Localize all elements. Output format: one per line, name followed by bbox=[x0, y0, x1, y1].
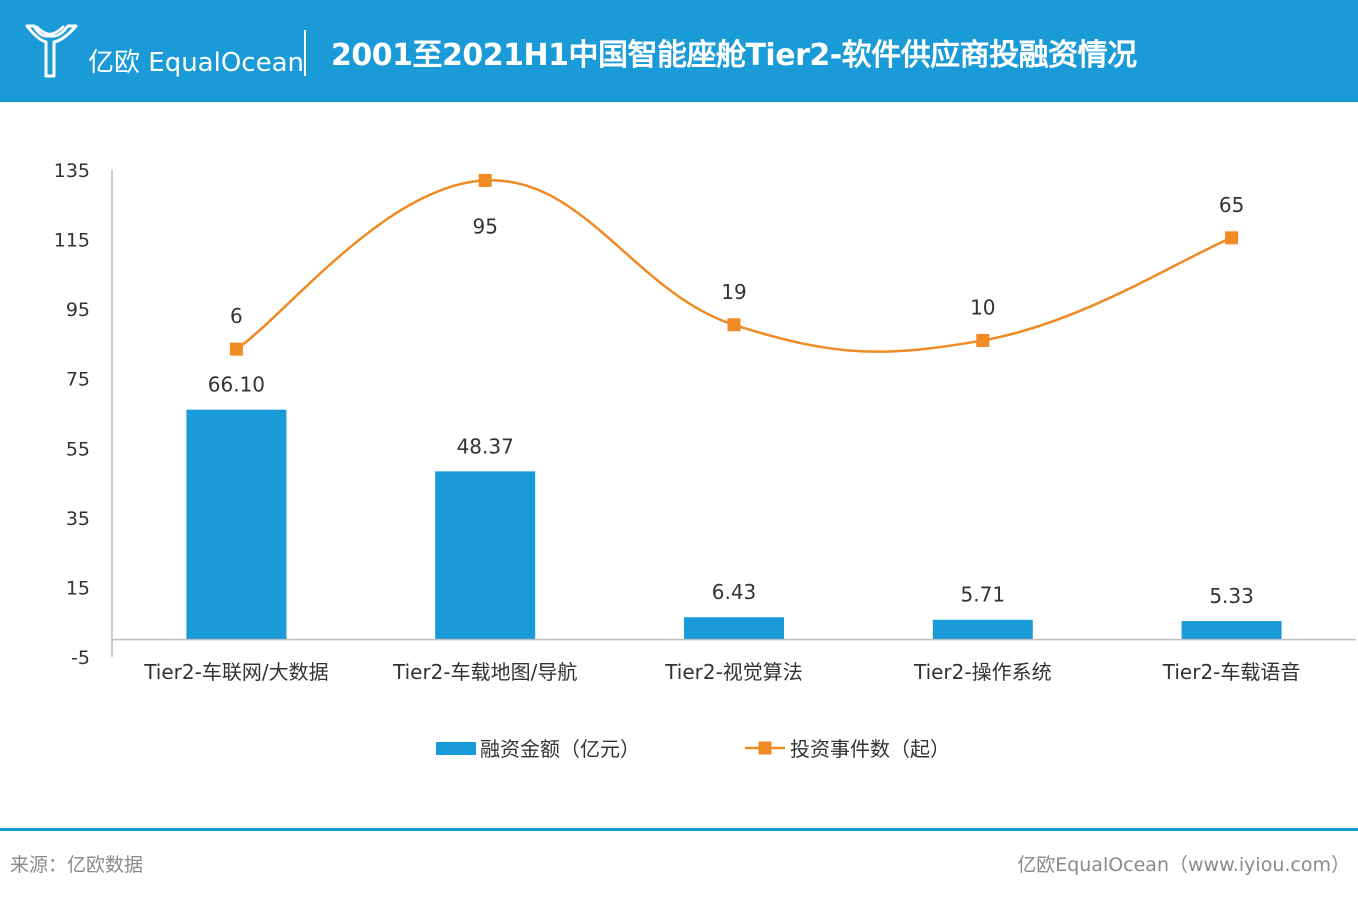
equalocean-logo: 亿欧 EqualOcean bbox=[24, 22, 304, 82]
logo-text: 亿欧 EqualOcean bbox=[88, 48, 304, 78]
x-tick-label: Tier2-视觉算法 bbox=[664, 660, 803, 684]
y-tick-label: 135 bbox=[54, 160, 90, 182]
line-marker bbox=[1225, 231, 1239, 245]
legend-line-label: 投资事件数（起） bbox=[790, 737, 950, 761]
x-tick-label: Tier2-操作系统 bbox=[913, 660, 1052, 684]
line-data-label: 95 bbox=[472, 214, 497, 238]
header-bar: 亿欧 EqualOcean 2001至2021H1中国智能座舱Tier2-软件供… bbox=[0, 0, 1358, 102]
source-note: 来源：亿欧数据 bbox=[10, 854, 144, 876]
combo-chart: 135 115 95 75 55 35 15 -5 66.10 48.37 6.43 5.71 5.33… bbox=[54, 160, 1356, 761]
line-series-path bbox=[235, 179, 1233, 353]
y-tick-label: 55 bbox=[66, 438, 90, 460]
x-tick-label: Tier2-车联网/大数据 bbox=[143, 660, 328, 684]
bar-data-label: 6.43 bbox=[712, 580, 757, 604]
page-title: 2001至2021H1中国智能座舱Tier2-软件供应商投融资情况 bbox=[331, 38, 1137, 73]
bar bbox=[684, 617, 784, 640]
line-data-label: 65 bbox=[1219, 193, 1244, 217]
credit-note: 亿欧EqualOcean（www.iyiou.com） bbox=[1017, 854, 1350, 876]
bar bbox=[186, 409, 287, 640]
bar bbox=[932, 619, 1033, 640]
y-tick-label: 75 bbox=[66, 369, 90, 391]
y-tick-label: 15 bbox=[66, 577, 90, 599]
legend-line-marker bbox=[758, 741, 772, 755]
bar bbox=[1181, 621, 1282, 640]
line-data-label: 19 bbox=[721, 280, 746, 304]
y-tick-label: 115 bbox=[54, 230, 90, 252]
legend-bar-swatch bbox=[436, 742, 476, 755]
line-marker bbox=[478, 173, 492, 187]
legend-bar-label: 融资金额（亿元） bbox=[480, 737, 640, 761]
line-data-label: 10 bbox=[970, 295, 995, 319]
header-divider bbox=[304, 30, 306, 76]
line-marker bbox=[976, 333, 990, 347]
bar-data-label: 5.33 bbox=[1209, 584, 1254, 608]
logo-mark-icon bbox=[25, 24, 78, 78]
line-marker bbox=[229, 342, 243, 356]
line-data-label: 6 bbox=[230, 304, 243, 328]
bar-data-label: 48.37 bbox=[457, 434, 514, 458]
footer-divider bbox=[0, 828, 1358, 831]
bar-data-label: 66.10 bbox=[208, 373, 265, 397]
y-tick-label: 35 bbox=[66, 508, 90, 530]
bar bbox=[435, 471, 536, 640]
x-tick-label: Tier2-车载语音 bbox=[1162, 660, 1301, 684]
line-marker bbox=[727, 318, 741, 332]
y-tick-label: -5 bbox=[71, 647, 90, 669]
bar-data-label: 5.71 bbox=[961, 583, 1006, 607]
x-tick-label: Tier2-车载地图/导航 bbox=[392, 660, 577, 684]
y-tick-label: 95 bbox=[66, 299, 90, 321]
